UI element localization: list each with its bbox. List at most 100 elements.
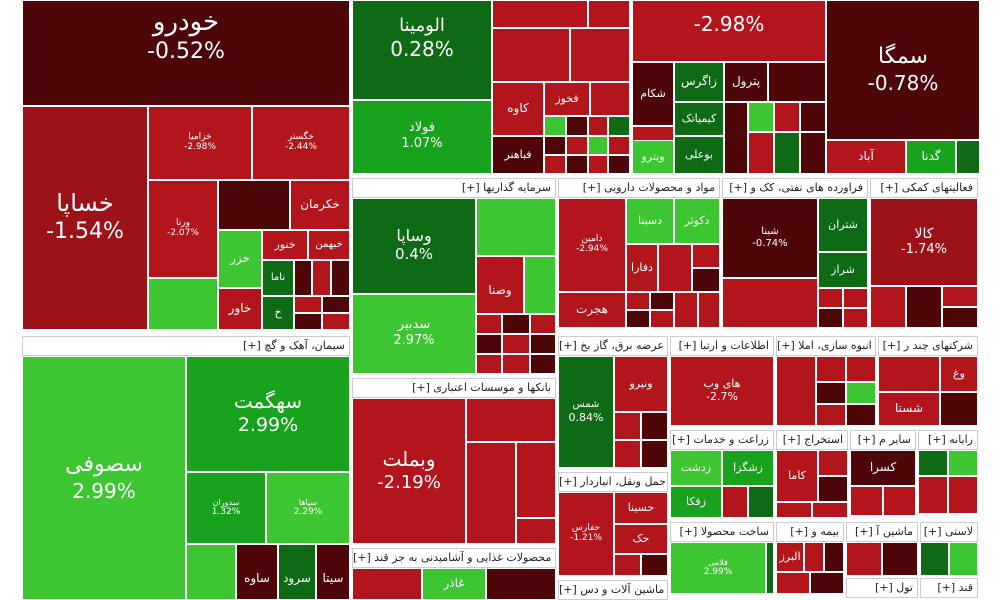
- tile-small[interactable]: [294, 313, 322, 330]
- tile-nama[interactable]: ناما: [262, 260, 294, 296]
- sector-header-faravarde[interactable]: [+] فراورده های نفتی، کک و: [722, 178, 868, 198]
- tile-khodro[interactable]: خودرو -0.52%: [22, 0, 350, 106]
- tile-small[interactable]: [492, 0, 588, 28]
- tile-small[interactable]: [674, 292, 698, 328]
- tile-small[interactable]: [524, 256, 556, 314]
- tile-small[interactable]: [818, 450, 848, 476]
- tile-small[interactable]: [322, 296, 350, 313]
- tile-small[interactable]: [476, 354, 502, 374]
- tile-sahgomt[interactable]: سهگمت 2.99%: [186, 356, 350, 472]
- tile-small[interactable]: [476, 198, 556, 256]
- tile-small[interactable]: [816, 356, 846, 382]
- tile-small[interactable]: [530, 334, 556, 354]
- tile-small[interactable]: [824, 542, 844, 572]
- tile-vasna[interactable]: وصنا: [476, 256, 524, 314]
- tile-sadbir[interactable]: سدبیر 2.97%: [352, 294, 476, 374]
- tile-small[interactable]: [650, 310, 674, 328]
- sector-header-tool[interactable]: [+] تول: [846, 578, 918, 598]
- tile-small[interactable]: [294, 260, 312, 296]
- tile-small[interactable]: [608, 116, 630, 136]
- tile-small[interactable]: [566, 116, 588, 136]
- tile-sarood[interactable]: سرود: [278, 544, 316, 600]
- tile-zagros[interactable]: زاگرس: [674, 62, 724, 102]
- tile-small[interactable]: [882, 542, 918, 576]
- tile-small[interactable]: [614, 412, 641, 440]
- tile-small[interactable]: [870, 286, 906, 328]
- tile-khzamia[interactable]: خزامیا -2.98%: [148, 106, 252, 180]
- tile-small[interactable]: [940, 392, 978, 426]
- tile-kasra[interactable]: کسرا: [850, 450, 916, 486]
- tile-shetran[interactable]: شتران: [818, 198, 868, 252]
- tile-dkosar[interactable]: دکوثر: [674, 198, 720, 244]
- tile-small[interactable]: [588, 136, 608, 155]
- sector-header-bank[interactable]: [+] بانکها و موسسات اعتباری: [352, 378, 556, 398]
- tile-shekam[interactable]: شکام: [632, 62, 674, 126]
- tile-vozra[interactable]: ورنا -2.07%: [148, 180, 218, 278]
- tile-small[interactable]: [331, 260, 350, 296]
- sector-header-siman[interactable]: [+] سیمان، آهک و گچ: [22, 336, 350, 356]
- tile-small[interactable]: [918, 450, 948, 476]
- tile-small[interactable]: [312, 260, 331, 296]
- tile-small[interactable]: [724, 102, 748, 174]
- tile-small[interactable]: [544, 155, 566, 174]
- tile-fkhouz[interactable]: فخوز: [544, 82, 590, 116]
- tile-shams[interactable]: شمس 0.84%: [558, 356, 614, 468]
- tile-petrol[interactable]: پترول: [724, 62, 768, 102]
- tile-foolad[interactable]: فولاد 1.07%: [352, 100, 492, 174]
- tile-small[interactable]: [322, 313, 350, 330]
- tile-fmahr[interactable]: فباهنر: [492, 136, 544, 174]
- tile-small[interactable]: [614, 440, 641, 468]
- tile-small[interactable]: [843, 288, 868, 308]
- tile-small[interactable]: [768, 62, 826, 102]
- tile-zdasht[interactable]: زدشت: [670, 450, 722, 486]
- sector-header-sherkat[interactable]: [+] شرکتهای چند ر: [878, 336, 978, 356]
- tile-small[interactable]: [846, 404, 876, 426]
- tile-small[interactable]: [776, 502, 812, 518]
- tile-small[interactable]: [294, 296, 322, 313]
- tile-khgostar[interactable]: خگستر -2.44%: [252, 106, 350, 180]
- tile-small[interactable]: [948, 476, 978, 514]
- tile-hsina[interactable]: حسینا: [614, 492, 668, 524]
- tile-small[interactable]: [641, 412, 668, 440]
- tile-ghazar[interactable]: غاذر: [422, 568, 486, 600]
- tile-small[interactable]: [626, 292, 650, 310]
- tile-small[interactable]: [948, 450, 978, 476]
- tile-small[interactable]: [722, 486, 748, 518]
- sector-header-bime[interactable]: [+] بیمه و: [776, 522, 844, 542]
- tile-small[interactable]: [148, 278, 218, 330]
- sector-header-sayer[interactable]: [+] سایر م: [850, 430, 916, 450]
- tile-small[interactable]: [486, 568, 556, 600]
- tile-damin[interactable]: دامین -2.94%: [558, 198, 626, 292]
- tile-khnour[interactable]: خنور: [262, 230, 308, 260]
- tile-small[interactable]: [818, 308, 843, 328]
- tile-kimiatak[interactable]: کیمیاتک: [674, 102, 724, 136]
- tile-small[interactable]: [566, 155, 588, 174]
- tile-small[interactable]: [810, 572, 844, 594]
- tile-small[interactable]: [850, 486, 883, 516]
- tile-small[interactable]: [942, 286, 978, 307]
- tile-small[interactable]: [570, 28, 630, 82]
- tile-small[interactable]: [816, 382, 846, 404]
- tile-sofi[interactable]: سصوفی 2.99%: [22, 356, 186, 600]
- tile-khbahman[interactable]: خبهمن: [308, 230, 350, 260]
- tile-small[interactable]: [692, 244, 720, 268]
- tile-small[interactable]: [774, 102, 800, 132]
- tile-sahab[interactable]: سپاها 2.29%: [266, 472, 350, 544]
- tile-vniru[interactable]: ونیرو: [614, 356, 668, 412]
- tile-khkarman[interactable]: خکرمان: [290, 180, 350, 230]
- tile-small[interactable]: [641, 440, 668, 468]
- tile-sdoran[interactable]: سدوران 1.32%: [186, 472, 266, 544]
- tile-small[interactable]: [846, 382, 876, 404]
- tile-falami[interactable]: فلامی 2.99%: [670, 542, 766, 594]
- tile-vitro[interactable]: ویترو: [632, 140, 674, 174]
- tile-small[interactable]: [692, 268, 720, 292]
- sector-header-zeraat[interactable]: [+] زراعت و خدمات: [670, 430, 774, 450]
- sector-header-arze[interactable]: [+] عرضه برق، گاز بخ: [558, 336, 668, 356]
- sector-header-ghand[interactable]: [+] قند: [920, 578, 978, 598]
- tile-small[interactable]: [544, 136, 566, 155]
- tile-small[interactable]: [949, 542, 978, 576]
- tile-small[interactable]: [878, 356, 940, 392]
- sector-header-faaliat[interactable]: [+] فعالیتهای کمکی: [870, 178, 978, 198]
- tile-khavar[interactable]: خاور: [218, 288, 262, 330]
- tile-small[interactable]: [816, 404, 846, 426]
